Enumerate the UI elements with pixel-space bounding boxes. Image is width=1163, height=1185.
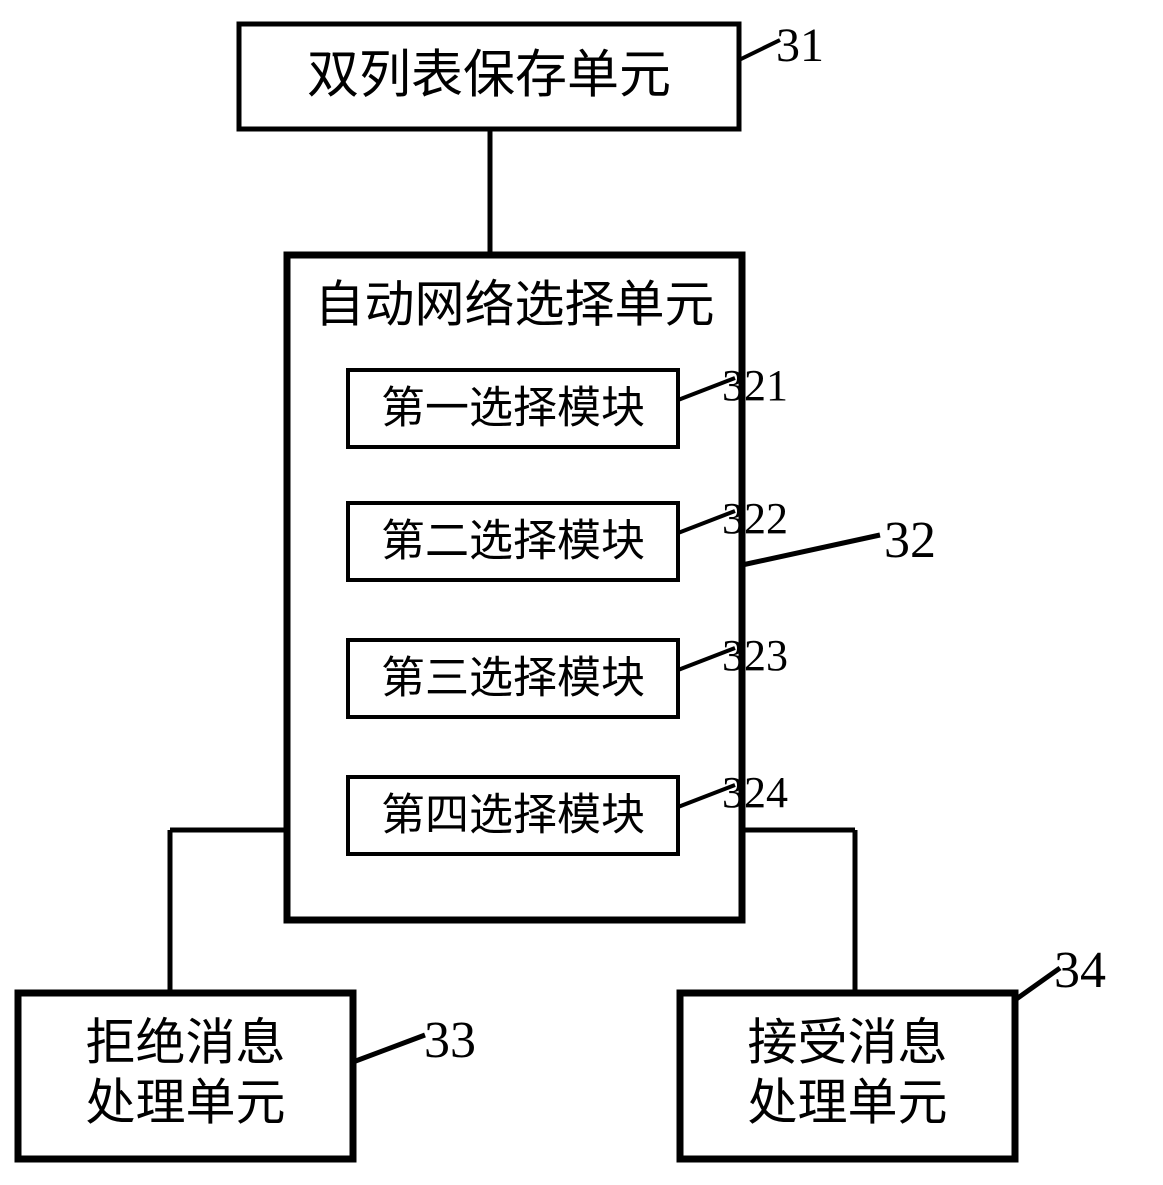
module-label-3: 第三选择模块 xyxy=(381,654,645,703)
bottom-right-id: 34 xyxy=(1054,942,1106,999)
module-id-2: 322 xyxy=(722,494,788,543)
middle-box-title: 自动网络选择单元 xyxy=(315,276,715,332)
module-label-4: 第四选择模块 xyxy=(381,791,645,840)
module-id-4: 324 xyxy=(722,768,788,817)
module-label-1: 第一选择模块 xyxy=(381,384,645,433)
module-label-2: 第二选择模块 xyxy=(381,517,645,566)
bottom-left-line2: 处理单元 xyxy=(86,1074,286,1130)
connector-line xyxy=(353,1035,425,1062)
connector-line xyxy=(739,40,780,60)
top-box-label: 双列表保存单元 xyxy=(307,47,671,104)
bottom-right-line2: 处理单元 xyxy=(748,1074,948,1130)
bottom-right-line1: 接受消息 xyxy=(748,1014,948,1070)
bottom-left-id: 33 xyxy=(424,1012,476,1069)
top-box-id: 31 xyxy=(776,19,824,72)
module-id-1: 321 xyxy=(722,361,788,410)
module-id-3: 323 xyxy=(722,631,788,680)
middle-box-id: 32 xyxy=(884,512,936,569)
bottom-left-line1: 拒绝消息 xyxy=(86,1014,286,1070)
